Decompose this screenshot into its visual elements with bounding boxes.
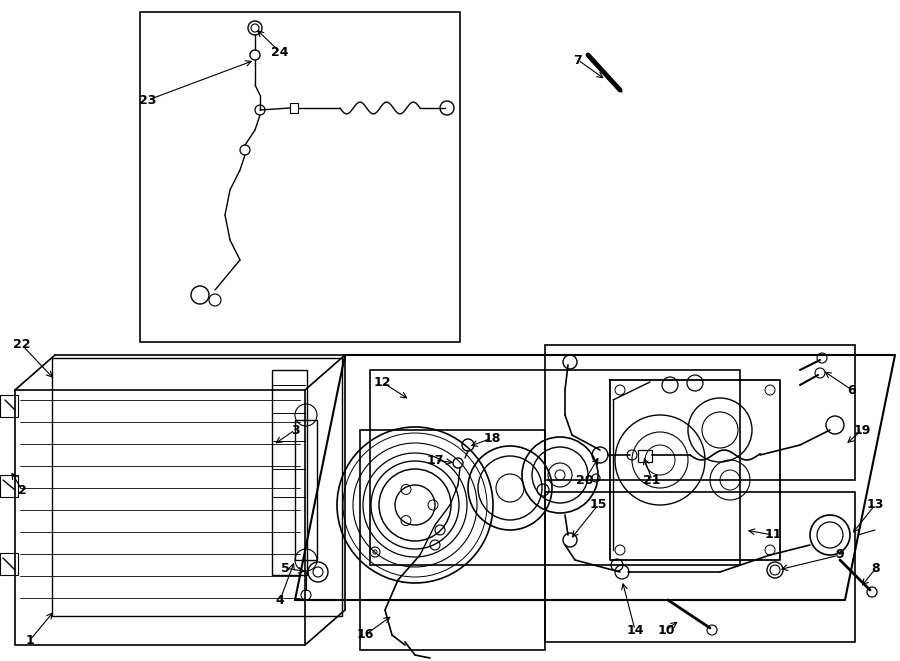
Text: 20: 20 [576, 473, 594, 486]
Text: 19: 19 [853, 424, 870, 436]
Text: 11: 11 [764, 529, 782, 541]
Bar [545, 492, 855, 642]
Text: 12: 12 [374, 375, 391, 389]
Text: 6: 6 [848, 383, 856, 397]
Text: 7: 7 [573, 54, 582, 67]
Text: 13: 13 [867, 498, 884, 512]
Bar [0, 475, 18, 497]
Text: 16: 16 [356, 629, 374, 641]
Bar [638, 450, 652, 462]
Bar [360, 430, 545, 650]
Bar [370, 370, 740, 565]
Text: 8: 8 [872, 561, 880, 574]
Bar [140, 12, 460, 342]
Bar [290, 103, 298, 113]
Bar [0, 395, 18, 417]
Text: 3: 3 [291, 424, 300, 436]
Bar [545, 345, 855, 480]
Text: 1: 1 [25, 633, 34, 646]
Text: 9: 9 [836, 549, 844, 561]
Bar [0, 553, 18, 575]
Text: 10: 10 [657, 623, 675, 637]
Text: 2: 2 [18, 483, 26, 496]
Bar [52, 358, 342, 616]
Text: 23: 23 [140, 93, 157, 106]
Bar [295, 420, 317, 560]
Text: 15: 15 [590, 498, 607, 512]
Text: 22: 22 [14, 338, 31, 352]
Text: 18: 18 [483, 432, 500, 444]
Text: 17: 17 [427, 453, 444, 467]
Text: 24: 24 [271, 46, 289, 59]
Text: 5: 5 [281, 561, 290, 574]
Text: 4: 4 [275, 594, 284, 607]
Text: 21: 21 [644, 473, 661, 486]
Text: 14: 14 [626, 623, 644, 637]
Bar [272, 370, 307, 575]
